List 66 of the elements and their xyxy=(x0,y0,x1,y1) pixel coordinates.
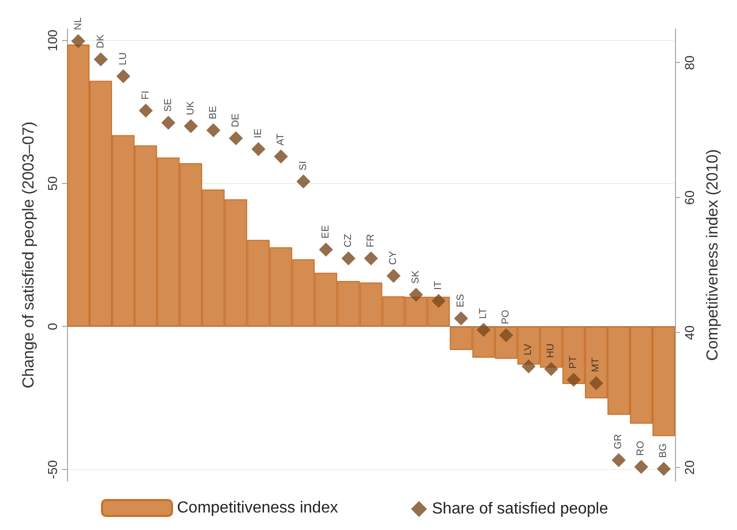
point xyxy=(476,322,491,337)
x-tick-label: BG xyxy=(658,443,670,458)
y-tick-label: -50 xyxy=(45,460,60,479)
point xyxy=(341,251,356,266)
x-tick-label: BE xyxy=(208,106,219,120)
legend-label: Competitiveness index xyxy=(177,500,338,516)
point xyxy=(274,150,288,164)
x-tick-label: SI xyxy=(298,161,309,170)
x-tick-label: GR xyxy=(613,434,624,450)
x-tick-label: CY xyxy=(388,250,400,265)
point xyxy=(589,376,604,390)
x-tick-label: FI xyxy=(140,90,152,100)
x-tick-label: ES xyxy=(456,294,467,308)
point xyxy=(409,288,424,302)
x-tick-label: PT xyxy=(568,356,580,369)
point xyxy=(138,104,153,118)
x-tick-label: LT xyxy=(478,308,490,319)
point xyxy=(499,328,514,342)
y-tick-label: 100 xyxy=(45,30,60,52)
x-tick-label: CZ xyxy=(342,234,354,248)
point xyxy=(656,462,671,476)
x-tick-label: UK xyxy=(185,100,196,116)
point xyxy=(116,69,130,84)
point xyxy=(161,116,176,130)
point xyxy=(522,359,536,374)
x-tick-label: DE xyxy=(230,113,242,128)
x-tick-label: DK xyxy=(95,34,106,48)
x-tick-label: IE xyxy=(252,128,264,138)
x-tick-label: LU xyxy=(118,52,129,66)
x-tick-label: LV xyxy=(523,343,534,356)
point xyxy=(612,453,626,468)
point xyxy=(228,131,243,146)
x-tick-label: MT xyxy=(590,358,602,372)
point xyxy=(184,119,198,134)
y-tick-label: 50 xyxy=(45,176,60,191)
x-tick-label: FR xyxy=(366,234,376,248)
y-axis-title: Change of satisfied people (2003–07) xyxy=(20,122,38,388)
y2-tick-label: 60 xyxy=(682,190,697,205)
y2-tick-label: 20 xyxy=(682,460,697,475)
point xyxy=(251,142,266,156)
x-tick-label: NL xyxy=(72,16,84,30)
y2-axis-title: Competitiveness index (2010) xyxy=(704,149,722,361)
point xyxy=(634,460,648,474)
y2-tick-label: 40 xyxy=(682,325,697,340)
x-tick-label: AT xyxy=(275,133,286,146)
point xyxy=(432,294,446,308)
y2-tick-label: 80 xyxy=(682,55,697,70)
point xyxy=(566,372,581,387)
point xyxy=(206,123,220,138)
x-tick-label: SE xyxy=(162,98,174,112)
point xyxy=(364,251,378,266)
x-tick-label: PO xyxy=(500,310,512,324)
point xyxy=(296,174,310,188)
point xyxy=(544,362,558,376)
point xyxy=(386,268,401,283)
point xyxy=(94,52,108,66)
point xyxy=(318,242,333,257)
point xyxy=(71,34,86,48)
x-tick-label: SK xyxy=(410,270,422,284)
x-tick-label: IT xyxy=(433,280,444,290)
legend-label: Share of satisfied people xyxy=(432,500,608,518)
x-tick-label: HU xyxy=(546,344,557,358)
x-tick-label: RO xyxy=(636,440,647,456)
x-tick-label: EE xyxy=(320,224,332,239)
y-tick-label: 0 xyxy=(45,322,60,330)
point xyxy=(454,311,468,326)
